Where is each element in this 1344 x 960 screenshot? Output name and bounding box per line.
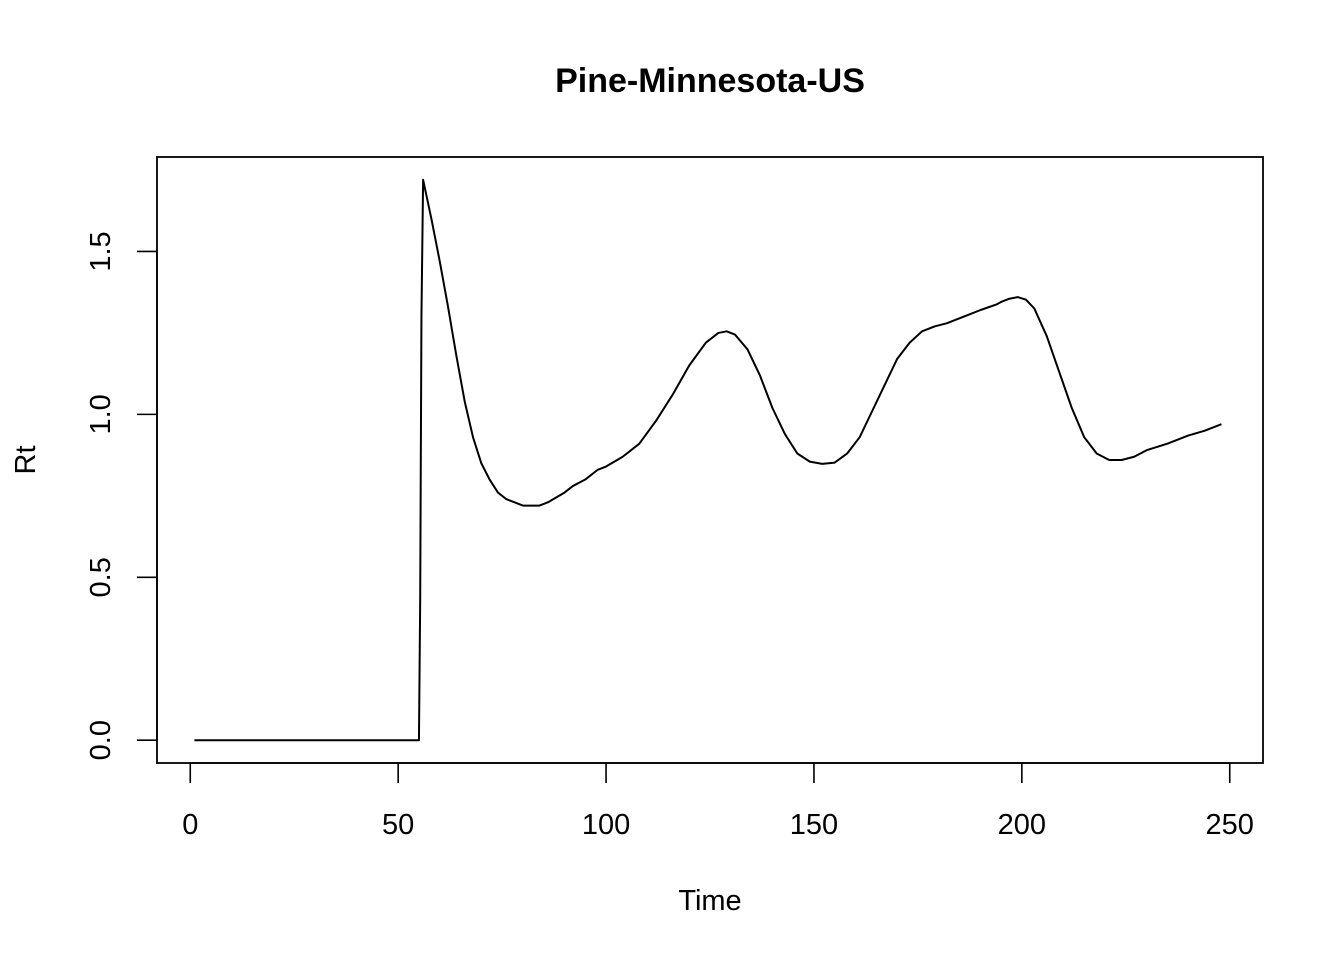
y-tick-label: 1.5 — [85, 231, 117, 271]
rt-series-line — [194, 178, 1222, 742]
y-axis-ticks: 0.0 0.5 1.0 1.5 — [85, 231, 157, 760]
x-tick-label: 200 — [998, 809, 1046, 841]
x-axis-ticks: 0 50 100 150 200 250 — [182, 763, 1254, 841]
y-tick-label: 0.0 — [85, 720, 117, 760]
plot-area-frame — [156, 156, 1264, 764]
x-tick-label: 100 — [582, 809, 630, 841]
y-tick-label: 0.5 — [85, 557, 117, 597]
x-axis-label: Time — [678, 885, 741, 917]
y-tick-label: 1.0 — [85, 394, 117, 434]
x-tick-label: 50 — [382, 809, 414, 841]
chart-title: Pine-Minnesota-US — [555, 62, 865, 100]
y-axis-label: Rt — [10, 446, 42, 475]
x-tick-label: 0 — [182, 809, 198, 841]
x-tick-label: 150 — [790, 809, 838, 841]
x-tick-label: 250 — [1206, 809, 1254, 841]
